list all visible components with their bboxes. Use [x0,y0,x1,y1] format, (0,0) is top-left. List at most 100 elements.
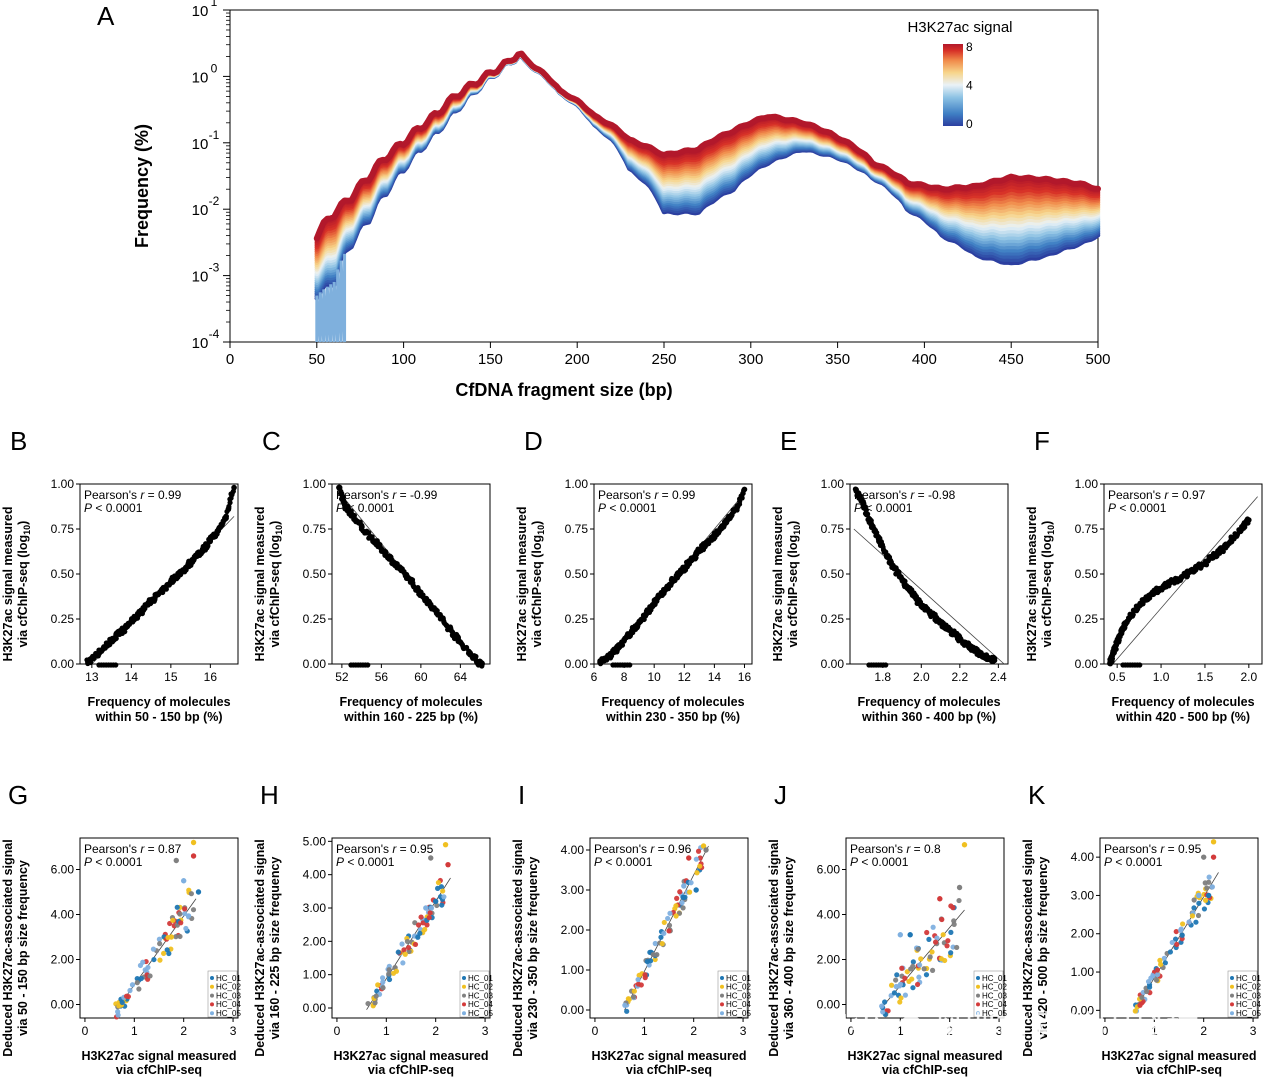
y-tick-label: 2.00 [1071,927,1095,941]
data-point [1219,546,1226,552]
data-point [719,524,725,530]
data-point [136,610,143,617]
data-point [379,975,386,981]
y-tick-exponent: 1 [211,0,218,9]
data-point [897,981,904,987]
y-axis-title-end: ) [1040,521,1054,525]
pearson-label: Pearson's [594,842,650,856]
pearson-annotation: Pearson's r = 0.95 [1104,842,1202,856]
x-axis-title: H3K27ac signal measured [1102,1049,1257,1063]
y-axis-title-line2: via cfChIP-seq (log10) [268,521,284,648]
data-point [1196,900,1202,906]
data-point [398,567,404,574]
p-annotation: P < 0.0001 [336,855,395,869]
data-point [423,905,429,911]
data-point [883,662,889,668]
data-point [342,502,348,509]
data-point [644,958,650,965]
data-point [673,903,679,909]
x-axis-title-line2: within 360 - 400 bp (%) [861,710,996,724]
y-tick-label: 0.25 [303,612,327,626]
data-point [1150,973,1156,979]
data-point [115,1012,121,1018]
y-tick-label: 0.75 [303,522,327,536]
data-point [893,983,899,990]
data-point [336,484,342,491]
data-point [445,861,451,868]
data-point [677,889,683,895]
data-point [661,919,667,926]
data-point [888,982,895,988]
data-point [686,855,692,861]
data-point [140,959,146,965]
data-point [395,949,401,955]
x-tick-label: 1.0 [1153,670,1170,684]
legend-label: HC_04 [468,1000,493,1009]
data-point [1195,912,1202,919]
y-tick-label: 0.00 [51,998,75,1012]
legend-label: HC_03 [982,991,1007,1000]
data-point [182,911,188,917]
data-point [1167,949,1174,955]
legend-swatch [976,993,980,998]
data-point [447,627,454,633]
data-point [704,540,710,547]
data-point [1118,628,1125,635]
x-tick-label: 200 [565,351,590,368]
data-point [945,938,951,944]
data-point [1153,977,1160,983]
legend-label: HC_05 [982,1009,1007,1018]
data-point [899,576,905,583]
data-point [658,934,664,940]
x-tick-label: 2.0 [913,670,930,684]
data-point [207,537,214,543]
y-axis-title-text: via cfChIP-seq (log [530,535,544,648]
y-axis-title: H3K27ac signal measured [253,507,267,662]
data-point [879,1003,885,1009]
legend-label: HC_04 [726,1000,751,1009]
legend-swatch [210,984,214,989]
x-tick-label: 400 [912,351,937,368]
p-annotation: P < 0.0001 [84,501,143,515]
pearson-value: = 0.96 [654,842,691,856]
data-point [174,904,180,910]
data-point [929,967,936,973]
x-tick-label: 50 [308,351,325,368]
data-point [902,992,909,998]
data-point [427,601,434,608]
data-point [681,883,687,889]
p-annotation: P < 0.0001 [336,501,395,515]
data-point [183,564,190,570]
y-tick-exponent: 0 [211,61,218,75]
legend-swatch [976,1002,980,1007]
data-point [921,966,927,972]
x-tick-label: 6 [591,670,598,684]
data-point [223,513,229,520]
data-point [1234,532,1240,538]
data-point [654,952,660,958]
data-point [899,965,905,971]
p-label: P [598,501,606,515]
data-point [695,848,702,854]
p-value: < 0.0001 [1112,855,1163,869]
data-point [636,619,642,626]
data-point [168,934,175,940]
data-point [178,920,184,926]
data-point [659,941,665,947]
x-tick-label: 16 [738,670,752,684]
y-tick-label: 0.00 [821,657,845,671]
data-point [378,546,385,552]
data-point [127,987,133,994]
x-axis-title: H3K27ac signal measured [334,1049,489,1063]
p-label: P [594,855,602,869]
x-tick-label: 0 [592,1024,599,1038]
pearson-value: = -0.98 [914,488,955,502]
panel-letter: J [774,780,787,810]
data-point [415,934,421,940]
p-label: P [854,501,862,515]
data-point [401,947,407,953]
colorbar-tick-label: 4 [966,79,973,93]
data-point [1209,884,1215,890]
data-point [910,959,916,965]
